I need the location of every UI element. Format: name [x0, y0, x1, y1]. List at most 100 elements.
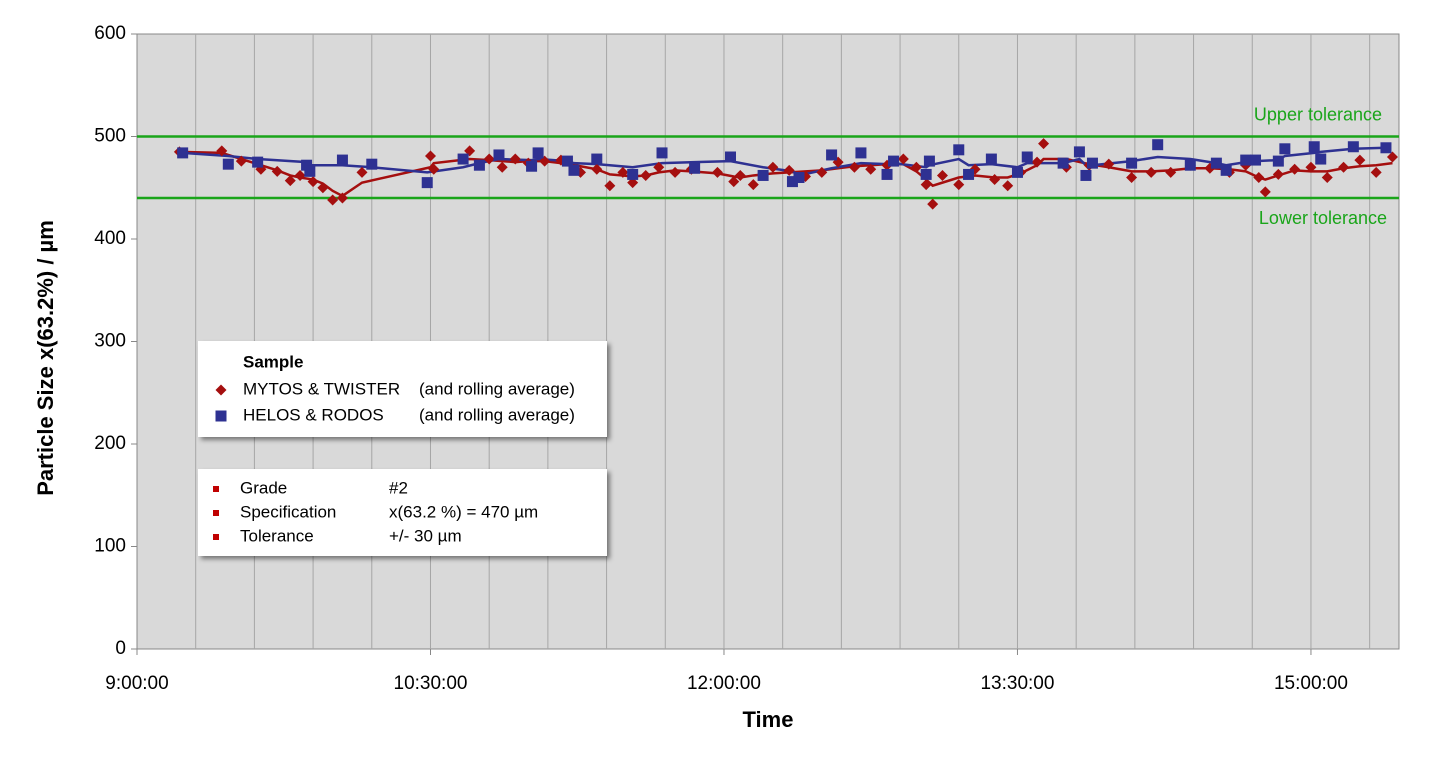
legend-note: (and rolling average): [419, 379, 575, 398]
diamond-marker: [1165, 166, 1177, 178]
square-marker: [1240, 154, 1252, 166]
square-marker: [1057, 157, 1069, 169]
diamond-marker: [989, 174, 1001, 186]
square-marker: [1250, 154, 1262, 166]
diamond-marker: [604, 180, 616, 192]
square-marker: [1184, 159, 1196, 171]
square-marker: [656, 147, 668, 159]
square-marker: [1011, 166, 1023, 178]
square-marker: [1073, 146, 1085, 158]
square-marker: [1021, 151, 1033, 163]
info-box: Grade #2 Specification x(63.2 %) = 470 µm To…: [198, 469, 607, 556]
diamond-marker: [1145, 166, 1157, 178]
square-marker: [786, 176, 798, 188]
square-marker: [473, 159, 485, 171]
square-marker: [793, 172, 805, 183]
square-marker: [1272, 155, 1284, 167]
square-marker: [1210, 157, 1222, 169]
x-tick-label: 10:30:00: [394, 673, 468, 694]
info-value: x(63.2 %) = 470 µm: [389, 502, 538, 521]
diamond-marker: [235, 155, 247, 167]
square-marker: [1126, 157, 1138, 169]
square-marker: [222, 158, 234, 170]
square-marker: [366, 158, 378, 170]
square-marker: [923, 155, 935, 167]
square-marker: [888, 155, 900, 167]
legend-title: Sample: [243, 352, 303, 371]
square-marker: [1347, 141, 1359, 153]
diamond-marker: [1038, 138, 1050, 150]
diamond-marker: [920, 179, 932, 191]
diamond-marker: [640, 169, 652, 181]
info-value: #2: [389, 478, 408, 497]
diamond-marker: [865, 163, 877, 175]
info-box-bg: [198, 469, 607, 556]
info-value: +/- 30 µm: [389, 526, 462, 545]
square-marker: [421, 177, 433, 189]
diamond-marker: [428, 163, 440, 175]
diamond-marker: [1338, 161, 1350, 173]
y-tick-label: 200: [94, 433, 126, 454]
square-marker: [1308, 141, 1320, 153]
info-bullet: [213, 486, 219, 492]
square-marker: [724, 151, 736, 163]
info-bullet: [213, 510, 219, 516]
square-marker: [532, 147, 544, 159]
diamond-marker: [1370, 166, 1382, 178]
diamond-marker: [336, 192, 348, 204]
diamond-marker: [711, 166, 723, 178]
square-marker: [826, 149, 838, 161]
legend-marker: [215, 410, 227, 422]
square-marker: [493, 149, 505, 161]
square-marker: [177, 147, 189, 159]
diamond-marker: [294, 169, 306, 181]
square-marker: [757, 169, 769, 181]
square-marker: [568, 164, 580, 176]
y-tick-label: 100: [94, 536, 126, 557]
x-axis-title: Time: [743, 707, 794, 732]
diamond-marker: [1321, 172, 1333, 183]
square-marker: [985, 153, 997, 165]
y-tick-label: 600: [94, 23, 126, 44]
square-marker: [301, 159, 313, 171]
diamond-marker: [936, 169, 948, 181]
diamond-marker: [897, 153, 909, 165]
square-marker: [881, 168, 893, 180]
diamond-marker: [747, 179, 759, 191]
info-key: Grade: [240, 478, 287, 497]
diamond-marker: [1386, 151, 1398, 163]
diamond-marker: [1002, 180, 1014, 192]
square-marker: [457, 153, 469, 165]
diamond-marker: [317, 182, 329, 194]
square-marker: [1220, 164, 1232, 176]
square-marker: [1086, 157, 1098, 169]
diamond-marker: [1259, 186, 1271, 198]
legend-marker: [215, 384, 227, 396]
diamond-marker: [356, 166, 368, 178]
diamond-marker: [728, 176, 740, 188]
legend-note: (and rolling average): [419, 405, 575, 424]
square-marker: [855, 147, 867, 159]
diamond-marker: [496, 161, 508, 173]
diamond-marker: [424, 150, 436, 162]
square-marker: [627, 168, 639, 180]
diamond-marker: [669, 166, 681, 178]
square-marker: [304, 165, 316, 177]
square-marker: [1279, 143, 1291, 155]
square-marker: [1152, 139, 1164, 151]
diamond-marker: [591, 163, 603, 175]
x-tick-label: 9:00:00: [105, 673, 168, 694]
x-tick-label: 12:00:00: [687, 673, 761, 694]
diamond-marker: [271, 165, 283, 177]
diamond-marker: [1305, 161, 1317, 173]
diamond-marker: [653, 161, 665, 173]
markers: [173, 138, 1398, 210]
diamond-marker: [1289, 163, 1301, 175]
diamond-marker: [848, 161, 860, 173]
y-tick-label: 0: [115, 638, 126, 659]
diamond-marker: [216, 145, 228, 157]
square-marker: [689, 162, 701, 174]
diamond-marker: [910, 161, 922, 173]
square-marker: [1080, 169, 1092, 181]
legend: Sample MYTOS & TWISTER (and rolling avera…: [198, 341, 607, 437]
